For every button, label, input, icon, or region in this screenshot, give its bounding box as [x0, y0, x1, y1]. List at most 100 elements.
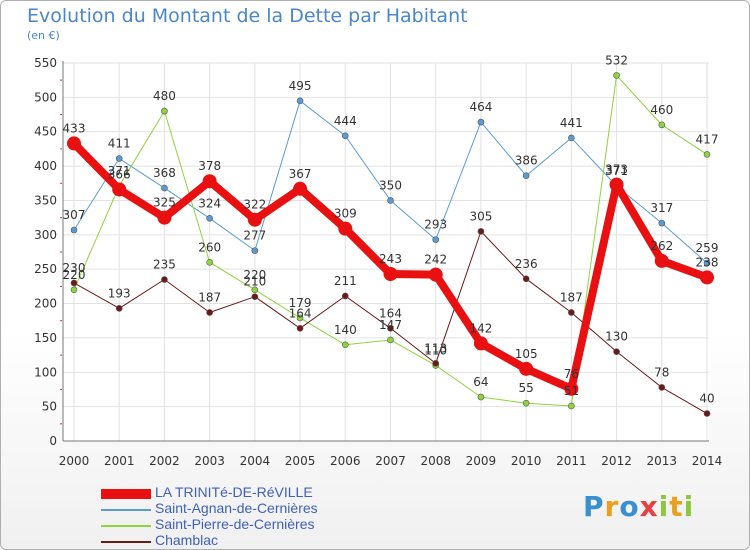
legend-swatch — [101, 541, 151, 543]
series-1-data-label: 350 — [379, 178, 402, 192]
series-0-data-label: 433 — [63, 121, 86, 135]
series-1-point — [115, 155, 123, 162]
x-tick-label: 2006 — [330, 454, 361, 468]
series-2-data-label: 179 — [289, 296, 312, 310]
series-2-point — [70, 286, 78, 294]
legend-label: Saint-Agnan-de-Cernières — [155, 500, 318, 516]
series-1-data-label: 464 — [469, 100, 492, 114]
series-1-data-label: 371 — [605, 164, 628, 178]
x-tick-label: 2001 — [104, 454, 135, 468]
series-2-data-label: 64 — [473, 375, 488, 389]
series-3-point — [522, 275, 530, 283]
series-2-point — [477, 393, 485, 401]
legend-label: Chamblac — [155, 532, 219, 548]
series-1-data-label: 386 — [515, 154, 538, 168]
series-0-data-label: 367 — [289, 167, 312, 181]
series-0-point — [700, 270, 714, 285]
x-tick-label: 2009 — [466, 454, 497, 468]
series-3-data-label: 210 — [243, 275, 266, 289]
logo-letter: x — [639, 490, 659, 523]
logo-letter: o — [619, 490, 640, 523]
series-3-data-label: 193 — [108, 286, 131, 300]
x-tick-label: 2007 — [375, 454, 406, 468]
series-1-data-label: 441 — [560, 116, 583, 130]
series-0-point — [473, 336, 488, 351]
series-0-data-label: 366 — [108, 167, 131, 181]
y-tick-label: 50 — [42, 400, 57, 414]
logo-letter: i — [658, 490, 670, 523]
series-3-data-label: 130 — [605, 330, 628, 344]
series-0-point — [67, 136, 81, 151]
x-tick-label: 2013 — [647, 454, 678, 468]
y-tick-label: 150 — [34, 331, 57, 345]
x-tick-label: 2000 — [59, 454, 90, 468]
series-2-data-label: 55 — [519, 381, 534, 395]
y-tick-label: 250 — [34, 262, 57, 276]
series-1-data-label: 259 — [696, 241, 719, 255]
series-2-data-label: 460 — [650, 103, 673, 117]
series-2-point — [341, 341, 349, 349]
series-1-data-label: 277 — [243, 229, 266, 243]
series-2-point — [251, 286, 259, 294]
series-3-point — [115, 305, 123, 312]
series-3-point — [206, 309, 213, 316]
series-3-point — [477, 228, 485, 235]
series-3-data-label: 113 — [424, 341, 447, 355]
legend-swatch — [101, 509, 151, 511]
series-3-point — [296, 324, 304, 332]
series-0-data-label: 242 — [424, 253, 447, 267]
series-1-data-label: 317 — [650, 201, 673, 215]
series-3-point — [432, 360, 440, 367]
series-2-data-label: 147 — [379, 318, 402, 332]
series-2-point — [658, 121, 666, 129]
series-2-data-label: 417 — [696, 132, 719, 146]
series-2-data-label: 371 — [108, 164, 131, 178]
series-0-point — [564, 381, 579, 396]
series-3-point — [613, 348, 620, 355]
x-tick-label: 2010 — [511, 454, 542, 468]
series-0-point — [428, 267, 443, 282]
y-tick-label: 100 — [34, 365, 57, 379]
series-1-data-label: 368 — [153, 166, 176, 180]
x-tick-label: 2003 — [194, 454, 225, 468]
series-3-point — [387, 324, 394, 332]
x-tick-label: 2002 — [149, 454, 180, 468]
series-1-data-label: 307 — [63, 208, 86, 222]
series-0-data-label: 373 — [605, 163, 628, 177]
series-3-data-label: 164 — [289, 306, 312, 320]
legend-label: Saint-Pierre-de-Cernières — [155, 516, 315, 532]
series-1-point — [161, 184, 168, 192]
y-tick-label: 0 — [49, 434, 57, 448]
series-1-data-label: 495 — [289, 79, 312, 93]
series-2-point — [703, 151, 711, 158]
legend-swatch — [101, 525, 151, 527]
series-2-point — [522, 399, 530, 407]
series-2-data-label: 220 — [243, 268, 266, 282]
series-1-point — [206, 215, 213, 222]
series-0-point — [338, 221, 353, 236]
x-tick-label: 2008 — [420, 454, 451, 468]
series-3-point — [568, 309, 575, 316]
series-2-data-label: 51 — [564, 384, 579, 398]
series-3-data-label: 236 — [515, 257, 538, 271]
series-2-point — [206, 259, 213, 266]
series-3-data-label: 187 — [560, 290, 583, 304]
series-3-point — [341, 292, 349, 300]
x-tick-label: 2005 — [285, 454, 316, 468]
series-1-point — [703, 259, 711, 267]
series-0-data-label: 76 — [564, 367, 579, 381]
y-tick-label: 200 — [34, 297, 57, 311]
series-3-data-label: 78 — [654, 365, 669, 379]
series-0-point — [247, 212, 262, 227]
x-tick-label: 2014 — [692, 454, 723, 468]
series-0-data-label: 243 — [379, 252, 402, 266]
series-1-point — [432, 236, 440, 243]
series-2-point — [296, 314, 304, 322]
series-0-data-label: 309 — [334, 207, 357, 221]
series-1-data-label: 411 — [108, 137, 131, 151]
series-3-data-label: 230 — [63, 261, 86, 275]
y-tick-label: 550 — [34, 56, 57, 70]
y-tick-label: 400 — [34, 159, 57, 173]
